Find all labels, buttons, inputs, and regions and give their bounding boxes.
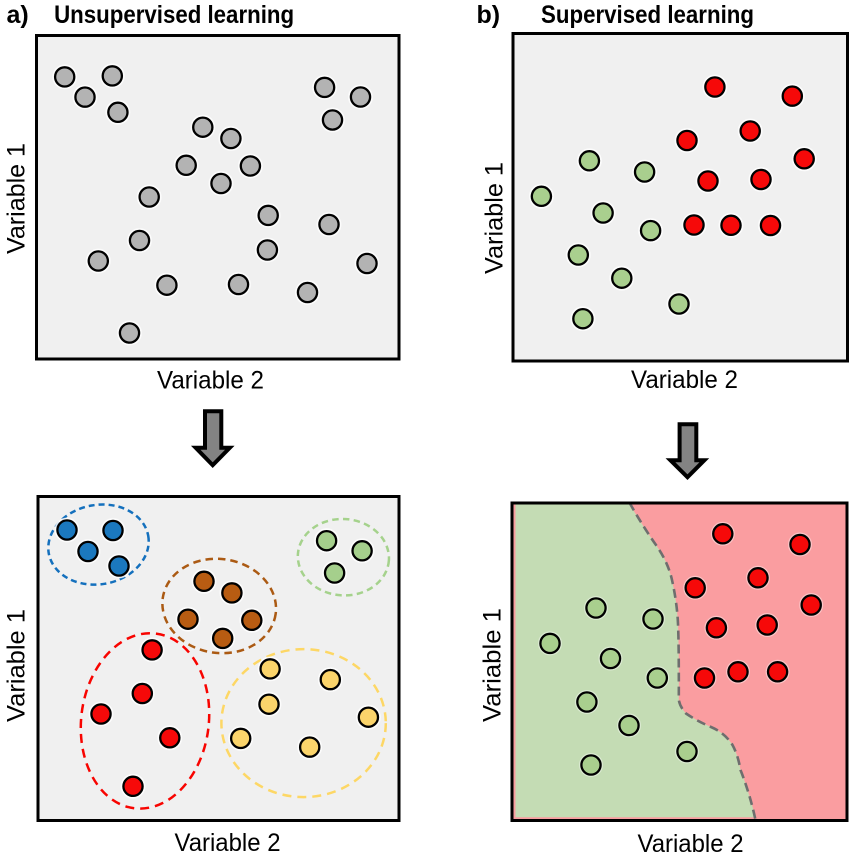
svg-text:b): b) [477,1,501,29]
svg-text:Variable 2: Variable 2 [157,367,264,395]
svg-text:Variable 2: Variable 2 [175,829,281,857]
svg-text:Variable 1: Variable 1 [479,608,507,722]
svg-text:Variable 2: Variable 2 [631,366,738,394]
svg-text:Variable 2: Variable 2 [638,830,744,857]
svg-text:a): a) [7,1,29,29]
svg-text:Variable 1: Variable 1 [3,609,31,722]
svg-text:Variable 1: Variable 1 [3,143,31,254]
svg-text:Variable 1: Variable 1 [481,162,509,274]
svg-text:Supervised learning: Supervised learning [541,1,754,29]
svg-text:Unsupervised learning: Unsupervised learning [54,1,294,29]
